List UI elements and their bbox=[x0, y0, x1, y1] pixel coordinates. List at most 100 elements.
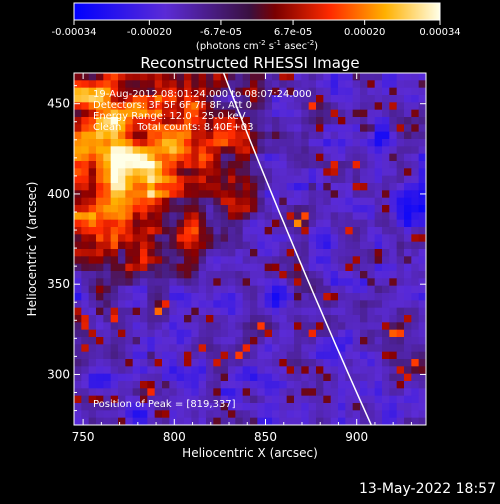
heatmap-pixel bbox=[132, 219, 141, 228]
heatmap-pixel bbox=[191, 285, 200, 294]
heatmap-pixel bbox=[382, 197, 390, 206]
heatmap-pixel bbox=[169, 146, 178, 155]
heatmap-pixel bbox=[162, 241, 170, 250]
heatmap-pixel bbox=[367, 183, 376, 191]
heatmap-pixel bbox=[88, 153, 97, 162]
heatmap-pixel bbox=[257, 212, 266, 221]
heatmap-pixel bbox=[396, 175, 405, 184]
heatmap-pixel bbox=[184, 168, 192, 177]
heatmap-pixel bbox=[279, 315, 288, 323]
heatmap-pixel bbox=[250, 175, 258, 184]
heatmap-pixel bbox=[169, 329, 178, 338]
heatmap-pixel bbox=[352, 190, 361, 199]
heatmap-pixel bbox=[418, 212, 426, 221]
heatmap-pixel bbox=[418, 87, 426, 96]
heatmap-pixel bbox=[411, 219, 420, 228]
heatmap-pixel bbox=[418, 102, 426, 111]
heatmap-pixel bbox=[132, 307, 141, 316]
heatmap-pixel bbox=[88, 278, 97, 287]
heatmap-pixel bbox=[110, 109, 119, 118]
heatmap-pixel bbox=[198, 300, 207, 309]
heatmap-pixel bbox=[382, 373, 390, 382]
heatmap-pixel bbox=[125, 227, 134, 235]
heatmap-pixel bbox=[96, 183, 104, 191]
heatmap-pixel bbox=[154, 161, 163, 169]
heatmap-pixel bbox=[74, 344, 82, 353]
heatmap-pixel bbox=[125, 278, 134, 287]
heatmap-pixel bbox=[338, 219, 346, 228]
heatmap-pixel bbox=[206, 109, 214, 118]
heatmap-pixel bbox=[154, 190, 163, 199]
heatmap-pixel bbox=[88, 161, 97, 169]
heatmap-pixel bbox=[367, 124, 376, 133]
heatmap-pixel bbox=[345, 344, 354, 353]
heatmap-pixel bbox=[396, 351, 405, 360]
heatmap-pixel bbox=[389, 175, 398, 184]
heatmap-pixel bbox=[125, 366, 134, 375]
heatmap-pixel bbox=[352, 197, 361, 206]
heatmap-pixel bbox=[132, 278, 141, 287]
heatmap-pixel bbox=[206, 359, 214, 367]
heatmap-pixel bbox=[294, 117, 302, 125]
heatmap-pixel bbox=[257, 285, 266, 294]
heatmap-pixel bbox=[198, 351, 207, 360]
heatmap-pixel bbox=[330, 249, 339, 257]
heatmap-pixel bbox=[367, 410, 376, 419]
heatmap-pixel bbox=[330, 263, 339, 272]
heatmap-pixel bbox=[250, 300, 258, 309]
heatmap-pixel bbox=[294, 373, 302, 382]
heatmap-pixel bbox=[404, 395, 412, 404]
heatmap-pixel bbox=[345, 87, 354, 96]
heatmap-pixel bbox=[404, 124, 412, 133]
heatmap-pixel bbox=[272, 300, 280, 309]
heatmap-pixel bbox=[374, 417, 383, 425]
heatmap-pixel bbox=[316, 278, 324, 287]
heatmap-pixel bbox=[81, 256, 90, 265]
heatmap-pixel bbox=[257, 315, 266, 323]
heatmap-pixel bbox=[169, 351, 178, 360]
heatmap-pixel bbox=[382, 183, 390, 191]
heatmap-pixel bbox=[154, 337, 163, 345]
heatmap-pixel bbox=[418, 227, 426, 235]
heatmap-pixel bbox=[228, 131, 236, 140]
heatmap-pixel bbox=[198, 183, 207, 191]
heatmap-pixel bbox=[162, 373, 170, 382]
heatmap-pixel bbox=[110, 219, 119, 228]
heatmap-pixel bbox=[147, 300, 156, 309]
heatmap-pixel bbox=[396, 146, 405, 155]
heatmap-pixel bbox=[250, 351, 258, 360]
heatmap-pixel bbox=[132, 315, 141, 323]
heatmap-pixel bbox=[184, 227, 192, 235]
heatmap-pixel bbox=[345, 168, 354, 177]
heatmap-pixel bbox=[367, 219, 376, 228]
heatmap-pixel bbox=[103, 271, 112, 279]
heatmap-pixel bbox=[74, 417, 82, 425]
heatmap-pixel bbox=[88, 403, 97, 411]
heatmap-pixel bbox=[294, 300, 302, 309]
heatmap-pixel bbox=[272, 124, 280, 133]
heatmap-pixel bbox=[316, 249, 324, 257]
heatmap-pixel bbox=[374, 117, 383, 125]
heatmap-pixel bbox=[220, 359, 229, 367]
heatmap-pixel bbox=[132, 366, 141, 375]
heatmap-pixel bbox=[147, 153, 156, 162]
heatmap-pixel bbox=[110, 410, 119, 419]
heatmap-pixel bbox=[389, 307, 398, 316]
heatmap-pixel bbox=[389, 410, 398, 419]
heatmap-pixel bbox=[154, 263, 163, 272]
heatmap-pixel bbox=[242, 300, 251, 309]
heatmap-pixel bbox=[228, 73, 236, 81]
heatmap-pixel bbox=[382, 322, 390, 331]
heatmap-pixel bbox=[404, 183, 412, 191]
heatmap-pixel bbox=[88, 366, 97, 375]
heatmap-pixel bbox=[286, 337, 295, 345]
heatmap-pixel bbox=[242, 410, 251, 419]
heatmap-pixel bbox=[352, 285, 361, 294]
heatmap-pixel bbox=[118, 80, 126, 89]
heatmap-pixel bbox=[294, 395, 302, 404]
heatmap-pixel bbox=[338, 307, 346, 316]
heatmap-pixel bbox=[257, 205, 266, 213]
heatmap-pixel bbox=[191, 80, 200, 89]
heatmap-pixel bbox=[286, 256, 295, 265]
heatmap-pixel bbox=[235, 175, 244, 184]
